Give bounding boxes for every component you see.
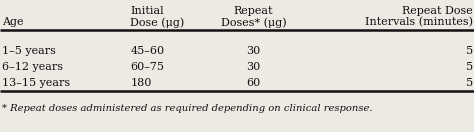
Text: Repeat Dose: Repeat Dose (402, 6, 473, 16)
Text: 6–12 years: 6–12 years (2, 62, 64, 72)
Text: Dose (μg): Dose (μg) (130, 17, 184, 28)
Text: Age: Age (2, 17, 24, 27)
Text: 5: 5 (466, 46, 473, 56)
Text: 60: 60 (246, 78, 261, 88)
Text: Repeat: Repeat (234, 6, 273, 16)
Text: 60–75: 60–75 (130, 62, 164, 72)
Text: 30: 30 (246, 46, 261, 56)
Text: 5: 5 (466, 62, 473, 72)
Text: * Repeat doses administered as required depending on clinical response.: * Repeat doses administered as required … (2, 104, 373, 113)
Text: 5: 5 (466, 78, 473, 88)
Text: Intervals (minutes): Intervals (minutes) (365, 17, 473, 27)
Text: Initial: Initial (130, 6, 164, 16)
Text: Doses* (μg): Doses* (μg) (221, 17, 286, 28)
Text: 1–5 years: 1–5 years (2, 46, 56, 56)
Text: 13–15 years: 13–15 years (2, 78, 71, 88)
Text: 30: 30 (246, 62, 261, 72)
Text: 180: 180 (130, 78, 152, 88)
Text: 45–60: 45–60 (130, 46, 164, 56)
